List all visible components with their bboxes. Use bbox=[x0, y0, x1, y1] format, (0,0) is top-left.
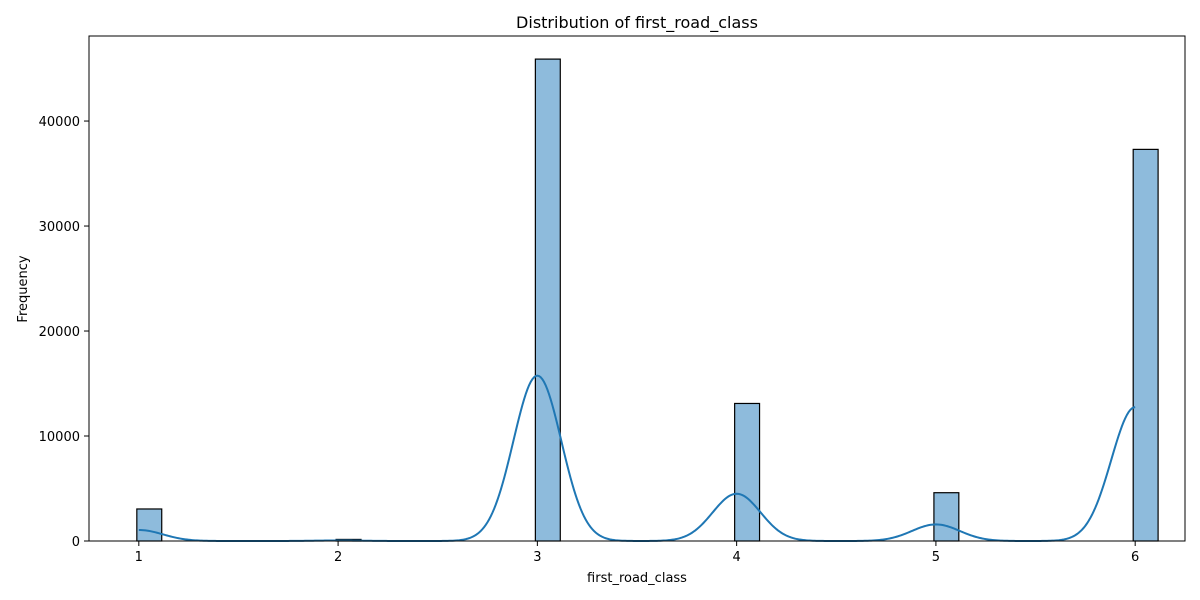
x-tick-label: 1 bbox=[135, 550, 143, 565]
y-tick-label: 40000 bbox=[39, 115, 80, 130]
kde-group bbox=[138, 374, 1136, 542]
x-axis-label: first_road_class bbox=[587, 571, 687, 586]
y-axis-label: Frequency bbox=[16, 255, 31, 322]
y-tick-label: 10000 bbox=[39, 430, 80, 445]
x-tick-label: 4 bbox=[732, 550, 740, 565]
histogram-bar-3 bbox=[534, 58, 561, 542]
y-tick-label: 0 bbox=[72, 535, 80, 550]
kde-line bbox=[138, 374, 1136, 542]
x-tick-label: 2 bbox=[334, 550, 342, 565]
x-tick-label: 5 bbox=[932, 550, 940, 565]
histogram-bar-4 bbox=[734, 402, 761, 542]
axes-group: 1 2 3 4 5 6 0 10000 20000 30000 40000 bbox=[39, 35, 1186, 565]
y-tick-label: 30000 bbox=[39, 220, 80, 235]
x-tick-label: 6 bbox=[1131, 550, 1139, 565]
histogram-bar-1 bbox=[136, 508, 163, 542]
chart-title: Distribution of first_road_class bbox=[516, 13, 758, 33]
x-tick-label: 3 bbox=[533, 550, 541, 565]
histogram-bar-5 bbox=[933, 492, 960, 542]
histogram-bar-6 bbox=[1132, 148, 1159, 542]
y-tick-label: 20000 bbox=[39, 325, 80, 340]
plot-frame bbox=[88, 35, 1186, 542]
bars-group bbox=[136, 58, 1159, 542]
